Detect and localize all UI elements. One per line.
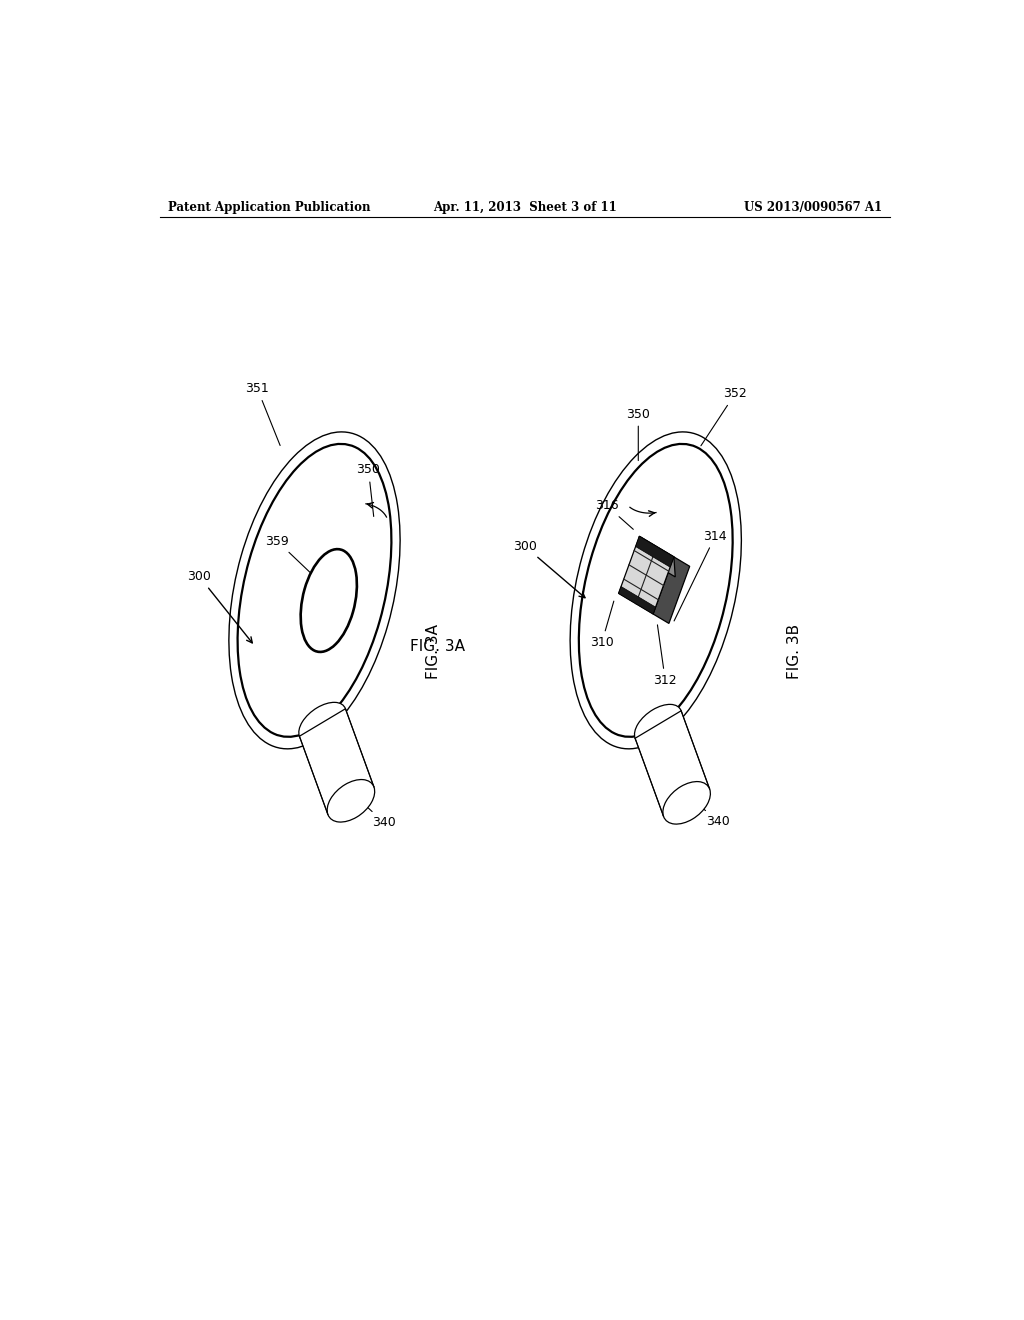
Polygon shape (653, 557, 690, 623)
Ellipse shape (635, 705, 682, 744)
Ellipse shape (579, 444, 732, 737)
Polygon shape (639, 536, 675, 577)
Text: 350: 350 (356, 463, 380, 516)
Ellipse shape (299, 702, 346, 743)
Polygon shape (636, 536, 674, 568)
Text: Apr. 11, 2013  Sheet 3 of 11: Apr. 11, 2013 Sheet 3 of 11 (433, 201, 616, 214)
Text: 312: 312 (653, 624, 677, 686)
Polygon shape (618, 586, 655, 614)
Text: 351: 351 (246, 383, 281, 445)
Ellipse shape (229, 432, 400, 748)
Ellipse shape (238, 444, 391, 737)
Ellipse shape (663, 781, 711, 824)
Polygon shape (618, 536, 674, 614)
Polygon shape (635, 710, 710, 817)
Text: 300: 300 (187, 570, 252, 643)
Ellipse shape (328, 780, 375, 822)
Text: 352: 352 (700, 387, 746, 446)
Text: 340: 340 (692, 800, 730, 828)
Text: 310: 310 (590, 601, 613, 649)
Text: 340: 340 (357, 797, 396, 829)
Text: Patent Application Publication: Patent Application Publication (168, 201, 371, 214)
Text: FIG. 3B: FIG. 3B (786, 624, 802, 678)
Polygon shape (299, 709, 374, 814)
Text: FIG. 3A: FIG. 3A (410, 639, 465, 655)
Text: 300: 300 (513, 540, 585, 598)
Text: 359: 359 (265, 535, 311, 573)
Text: 350: 350 (627, 408, 650, 461)
Text: 316: 316 (595, 499, 633, 529)
Ellipse shape (570, 432, 741, 748)
Text: FIG. 3A: FIG. 3A (426, 624, 440, 678)
Text: 314: 314 (674, 529, 727, 620)
Ellipse shape (301, 549, 357, 652)
Text: US 2013/0090567 A1: US 2013/0090567 A1 (743, 201, 882, 214)
